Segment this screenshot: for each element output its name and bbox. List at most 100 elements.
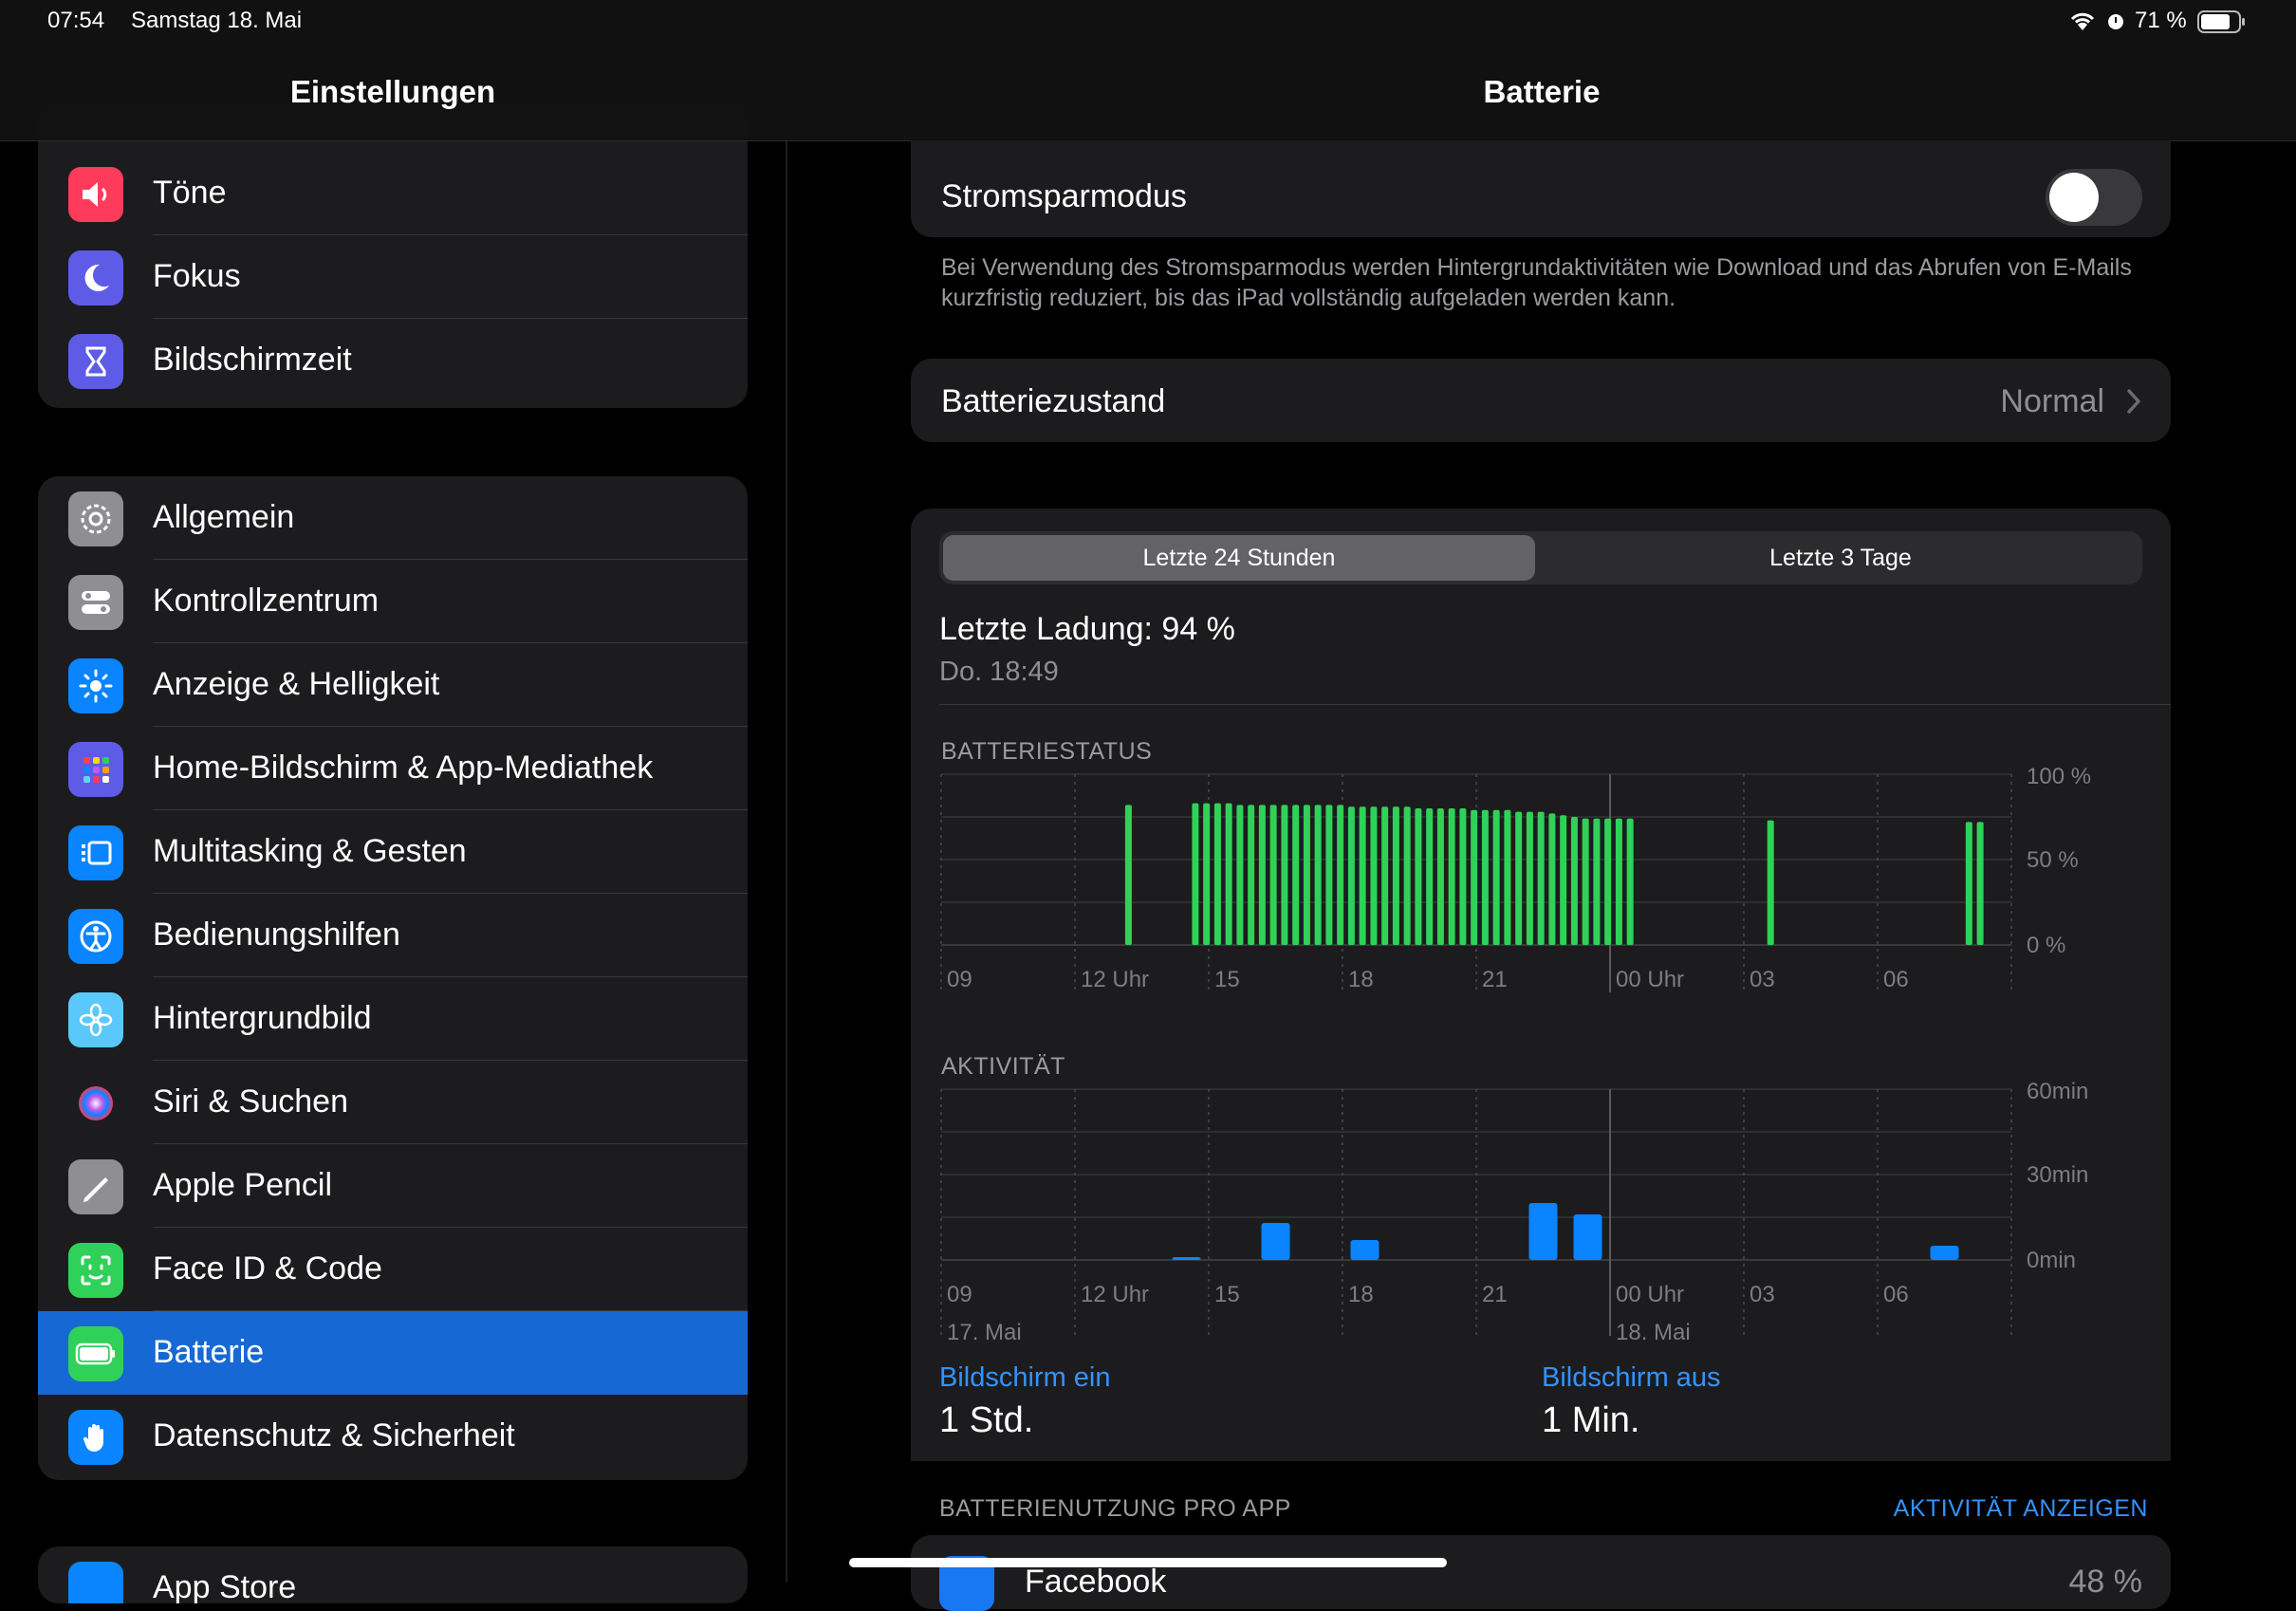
- sidebar-item-allgemein[interactable]: Allgemein: [38, 476, 748, 560]
- row-separator: [153, 1310, 748, 1311]
- y-tick-label: 60min: [2027, 1079, 2088, 1104]
- battery-status-heading: BATTERIESTATUS: [941, 738, 1153, 765]
- activity-bar: [1350, 1240, 1379, 1260]
- sidebar-item-apple-pencil[interactable]: Apple Pencil: [38, 1144, 748, 1228]
- activity-bar: [1528, 1203, 1558, 1260]
- battery-level-bar: [1415, 808, 1422, 945]
- screen-off-label[interactable]: Bildschirm aus: [1542, 1362, 1721, 1393]
- sidebar-item-label: Töne: [153, 175, 227, 211]
- x-tick-label: 18: [1348, 1282, 1374, 1307]
- hand-icon: [68, 1410, 123, 1465]
- battery-charts: 09 12 Uhr 15 18 21 00 Uhr 03 06 100 % 50 % 0 % 09 12…: [940, 764, 2091, 1345]
- sidebar-item-label: Batterie: [153, 1334, 265, 1370]
- row-separator: [153, 726, 748, 727]
- battery-level-bar: [1436, 808, 1444, 945]
- battery-health-row[interactable]: Batteriezustand Normal: [911, 359, 2171, 442]
- battery-level-bar: [1213, 803, 1221, 945]
- battery-level-bar: [1192, 803, 1199, 945]
- status-date: Samstag 18. Mai: [131, 8, 303, 33]
- x-tick-label: 12 Uhr: [1081, 1282, 1149, 1307]
- battery-level-bar: [1504, 809, 1511, 945]
- sidebar-item-hintergrundbild[interactable]: Hintergrundbild: [38, 977, 748, 1061]
- sidebar-item-label: Datenschutz & Sicherheit: [153, 1417, 515, 1454]
- x-tick-label: 06: [1883, 1282, 1909, 1307]
- y-tick-label: 0min: [2027, 1248, 2076, 1273]
- sidebar-item-batterie[interactable]: Batterie: [38, 1311, 748, 1395]
- battery-level-bar: [1292, 805, 1300, 945]
- segment-24h[interactable]: Letzte 24 Stunden: [1142, 545, 1336, 571]
- accessibility-icon: [68, 909, 123, 964]
- sidebar-item-kontrollzentrum[interactable]: Kontrollzentrum: [38, 560, 748, 643]
- x-tick-label: 09: [947, 967, 972, 992]
- row-separator: [153, 1060, 748, 1061]
- battery-level-bar: [1381, 806, 1389, 945]
- activity-bar: [1573, 1214, 1602, 1260]
- show-activity-link[interactable]: AKTIVITÄT ANZEIGEN: [1893, 1495, 2148, 1522]
- segment-3-days[interactable]: Letzte 3 Tage: [1769, 545, 1912, 571]
- battery-icon: [68, 1326, 123, 1381]
- sidebar-item-label: Siri & Suchen: [153, 1083, 348, 1120]
- battery-percentage: 71 %: [2135, 8, 2187, 33]
- x-tick-label: 00 Uhr: [1616, 967, 1684, 992]
- sidebar-item-label: Allgemein: [153, 499, 295, 535]
- activity-bar: [1261, 1223, 1290, 1260]
- row-separator: [153, 642, 748, 643]
- toggle-knob: [2049, 173, 2099, 222]
- sidebar-item-app-store-label[interactable]: App Store: [153, 1569, 297, 1603]
- battery-level-bar: [1370, 806, 1378, 945]
- x-date-label: 17. Mai: [947, 1320, 1022, 1345]
- screen-off-value: 1 Min.: [1542, 1400, 1640, 1440]
- sidebar-item-bildschirmzeit[interactable]: Bildschirmzeit: [38, 319, 748, 402]
- time-range-segmented-control: Letzte 24 Stunden Letzte 3 Tage: [939, 531, 2142, 584]
- gear-icon: [68, 491, 123, 546]
- split-divider: [786, 0, 787, 1583]
- sidebar-item-face-id-code[interactable]: Face ID & Code: [38, 1228, 748, 1311]
- sidebar-item-datenschutz-sicherheit[interactable]: Datenschutz & Sicherheit: [38, 1395, 748, 1478]
- battery-level-bar: [1582, 818, 1589, 945]
- sidebar-item-fokus[interactable]: Fokus: [38, 235, 748, 319]
- x-tick-label: 03: [1750, 967, 1775, 992]
- sidebar-item-home-bildschirm-app-mediathek[interactable]: Home-Bildschirm & App-Mediathek: [38, 727, 748, 810]
- status-time: 07:54: [47, 8, 105, 33]
- battery-level-bar: [1459, 808, 1467, 945]
- y-tick-label: 30min: [2027, 1162, 2088, 1188]
- battery-level-bar: [1258, 805, 1266, 945]
- row-separator: [153, 234, 748, 235]
- battery-level-bar: [1248, 805, 1255, 945]
- low-power-toggle[interactable]: [2046, 169, 2142, 226]
- x-tick-label: 12 Uhr: [1081, 967, 1149, 992]
- sidebar-item-multitasking-gesten[interactable]: Multitasking & Gesten: [38, 810, 748, 894]
- row-separator: [153, 1227, 748, 1228]
- sidebar-item-label: Kontrollzentrum: [153, 583, 380, 619]
- x-tick-label: 21: [1482, 1282, 1508, 1307]
- settings-group-1: Töne Fokus Bildschirmzeit: [38, 104, 748, 408]
- sidebar-item-siri-suchen[interactable]: Siri & Suchen: [38, 1061, 748, 1144]
- row-separator: [153, 559, 748, 560]
- sidebar-item-bedienungshilfen[interactable]: Bedienungshilfen: [38, 894, 748, 977]
- screen-on-label[interactable]: Bildschirm ein: [939, 1362, 1111, 1393]
- row-separator: [153, 809, 748, 810]
- activity-bar: [1172, 1257, 1201, 1260]
- battery-level-bar: [1548, 813, 1556, 945]
- x-tick-label: 09: [947, 1282, 972, 1307]
- navigation-bar: [0, 0, 2296, 141]
- battery-level-bar: [1481, 809, 1489, 945]
- battery-level-bar: [1560, 815, 1567, 945]
- battery-level-bar: [1448, 808, 1455, 945]
- flower-icon: [68, 992, 123, 1047]
- sidebar-item-anzeige-helligkeit[interactable]: Anzeige & Helligkeit: [38, 643, 748, 727]
- low-power-footer: Bei Verwendung des Stromsparmodus werden…: [941, 254, 2132, 311]
- battery-level-bar: [1626, 818, 1634, 945]
- toggles-icon: [68, 575, 123, 630]
- home-indicator[interactable]: [849, 1558, 1447, 1567]
- hourglass-icon: [68, 334, 123, 389]
- sidebar-item-label: Multitasking & Gesten: [153, 833, 467, 869]
- battery-level-bar: [1515, 811, 1523, 945]
- battery-level-bar: [1269, 805, 1277, 945]
- row-separator: [153, 318, 748, 319]
- y-tick-label: 50 %: [2027, 847, 2079, 873]
- sidebar-item-töne[interactable]: Töne: [38, 152, 748, 235]
- app-store-icon: [68, 1562, 123, 1603]
- battery-level-bar: [1303, 805, 1310, 945]
- y-tick-label: 0 %: [2027, 933, 2065, 958]
